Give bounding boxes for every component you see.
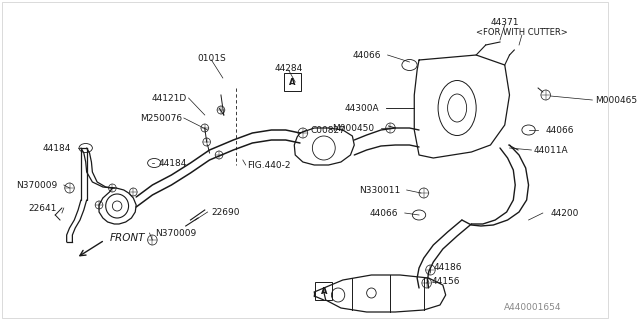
Text: M000450: M000450: [332, 124, 374, 132]
Text: N370009: N370009: [16, 180, 57, 189]
Text: 44184: 44184: [158, 158, 186, 167]
Text: 44121D: 44121D: [152, 93, 187, 102]
Text: 0101S: 0101S: [197, 53, 226, 62]
Text: 44284: 44284: [275, 63, 303, 73]
Text: 44156: 44156: [431, 276, 460, 285]
Text: 44066: 44066: [369, 209, 398, 218]
Text: 44066: 44066: [546, 125, 574, 134]
Text: M000465: M000465: [595, 95, 637, 105]
Text: 44011A: 44011A: [533, 146, 568, 155]
Text: FRONT: FRONT: [109, 233, 145, 243]
Text: N330011: N330011: [359, 186, 400, 195]
Bar: [284, 73, 301, 91]
Text: 44300A: 44300A: [344, 103, 379, 113]
Text: C00827: C00827: [310, 125, 346, 134]
Text: 44184: 44184: [43, 143, 72, 153]
Text: N370009: N370009: [156, 228, 196, 237]
Text: A440001654: A440001654: [504, 303, 562, 312]
Text: A: A: [321, 286, 327, 295]
Text: <FOR WITH CUTTER>: <FOR WITH CUTTER>: [476, 28, 568, 36]
Text: 44186: 44186: [433, 263, 462, 273]
Text: 22641: 22641: [29, 204, 57, 212]
Text: 22690: 22690: [211, 207, 240, 217]
Bar: [316, 282, 332, 300]
Text: 44066: 44066: [353, 51, 381, 60]
Text: M250076: M250076: [140, 114, 182, 123]
Text: 44371: 44371: [490, 18, 519, 27]
Text: 44200: 44200: [550, 209, 579, 218]
Text: FIG.440-2: FIG.440-2: [248, 161, 291, 170]
Text: A: A: [289, 77, 296, 86]
